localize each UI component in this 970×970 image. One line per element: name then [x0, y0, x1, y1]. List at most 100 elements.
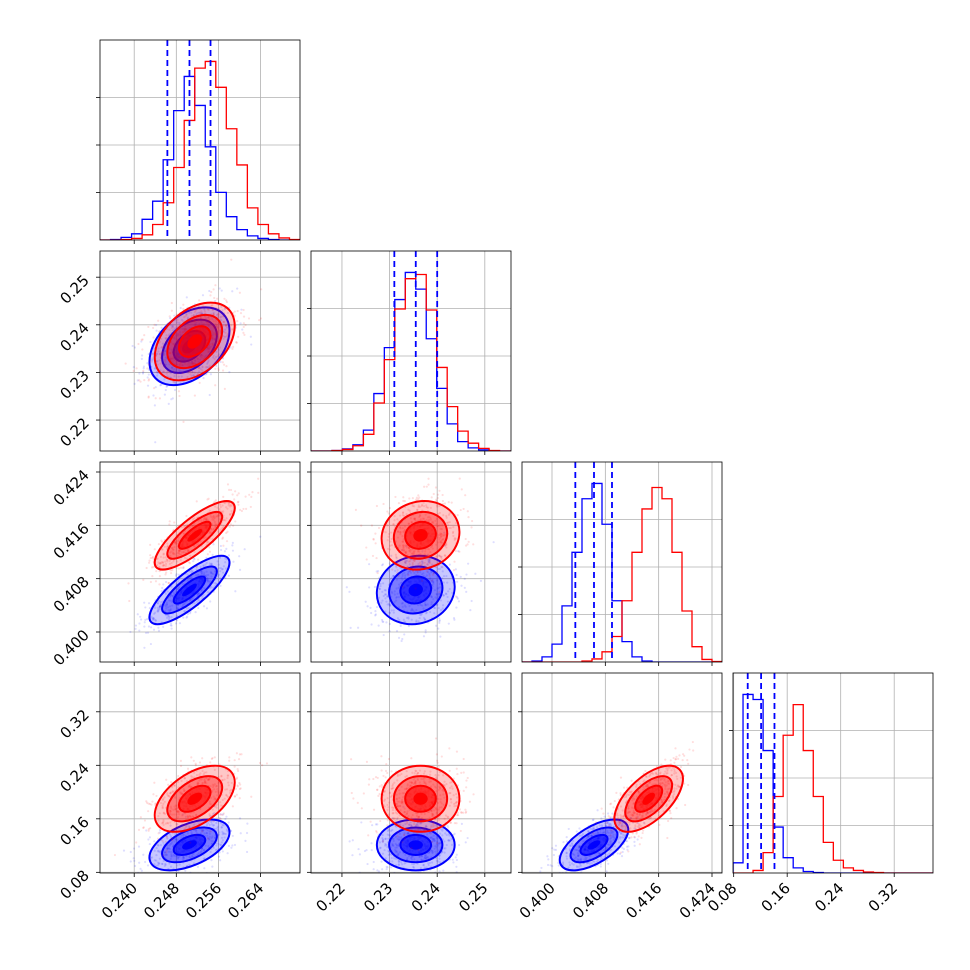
scatter-point — [196, 558, 200, 561]
scatter-point — [378, 587, 381, 590]
scatter-point — [196, 573, 199, 576]
scatter-point — [157, 844, 160, 847]
scatter-point — [176, 587, 179, 590]
scatter-point — [206, 361, 209, 364]
scatter-point — [151, 575, 154, 578]
scatter-point — [207, 541, 210, 544]
scatter-point — [190, 311, 193, 314]
scatter-point — [135, 880, 137, 882]
scatter-point — [202, 322, 206, 326]
scatter-point — [394, 495, 397, 499]
scatter-point — [175, 334, 178, 337]
scatter-point — [397, 583, 401, 586]
scatter-point — [179, 361, 183, 365]
contour-line-red — [166, 510, 224, 560]
scatter-point — [402, 538, 405, 541]
scatter-point — [237, 503, 240, 506]
scatter-point — [209, 586, 212, 589]
scatter-point — [417, 620, 420, 623]
scatter-point — [201, 294, 205, 297]
scatter-point — [190, 756, 193, 759]
scatter-point — [435, 753, 438, 756]
scatter-point — [426, 570, 430, 574]
scatter-point — [138, 622, 141, 625]
scatter-point — [203, 857, 206, 860]
scatter-point — [385, 762, 388, 766]
scatter-point — [216, 340, 219, 343]
scatter-point — [159, 562, 162, 565]
scatter-point — [219, 360, 222, 363]
scatter-point — [158, 857, 161, 860]
scatter-point — [153, 323, 156, 326]
scatter-point — [413, 517, 416, 520]
scatter-point — [173, 521, 176, 524]
scatter-point — [224, 832, 227, 836]
scatter-point — [211, 523, 214, 526]
scatter-point — [419, 505, 422, 508]
scatter-point — [189, 856, 193, 859]
scatter-point — [452, 568, 456, 572]
scatter-point — [211, 348, 214, 352]
scatter-point — [193, 318, 196, 321]
scatter-point — [360, 821, 363, 824]
scatter-point — [195, 574, 198, 577]
scatter-point — [221, 350, 224, 353]
scatter-point — [408, 569, 411, 572]
scatter-point — [372, 777, 375, 781]
scatter-point — [389, 577, 392, 581]
scatter-point — [178, 553, 181, 556]
scatter-point — [145, 566, 148, 570]
scatter-point — [217, 842, 220, 845]
scatter-point — [211, 334, 214, 337]
scatter-point — [375, 556, 378, 560]
scatter-point — [403, 571, 406, 574]
scatter-point — [161, 862, 164, 866]
scatter-point — [211, 518, 214, 521]
scatter-point — [426, 506, 430, 509]
scatter-point — [213, 357, 216, 360]
panel-content — [113, 752, 269, 882]
scatter-point — [207, 346, 210, 349]
scatter-point — [219, 813, 222, 816]
scatter-point — [185, 616, 188, 619]
scatter-point — [156, 360, 159, 363]
scatter-point — [445, 514, 448, 518]
scatter-point — [430, 570, 433, 574]
scatter-point — [435, 603, 439, 607]
scatter-point — [441, 538, 444, 541]
scatter-point — [424, 604, 427, 607]
scatter-point — [219, 567, 223, 570]
scatter-point — [207, 316, 210, 319]
scatter-point — [215, 341, 218, 344]
scatter-point — [412, 559, 415, 562]
scatter-point — [177, 539, 180, 542]
scatter-point — [421, 562, 424, 565]
scatter-point — [424, 604, 427, 607]
scatter-point — [381, 590, 384, 593]
scatter-point — [141, 338, 144, 341]
scatter-point — [205, 518, 208, 521]
scatter-point — [168, 874, 170, 876]
scatter-point — [157, 600, 161, 603]
scatter-point — [423, 553, 426, 556]
scatter-point — [258, 319, 261, 322]
scatter-point — [216, 829, 219, 832]
scatter-point — [221, 850, 224, 853]
scatter-point — [202, 518, 205, 521]
scatter-point — [208, 814, 211, 818]
scatter-point — [219, 503, 222, 506]
scatter-point — [421, 550, 424, 553]
scatter-point — [231, 805, 234, 808]
scatter-point — [395, 629, 399, 633]
scatter-point — [178, 394, 181, 398]
scatter-point — [189, 373, 192, 376]
scatter-point — [404, 561, 407, 564]
scatter-point — [226, 852, 229, 855]
scatter-point — [173, 359, 176, 362]
scatter-point — [173, 368, 176, 371]
scatter-point — [417, 604, 420, 607]
scatter-point — [224, 561, 227, 564]
scatter-point — [172, 552, 175, 555]
scatter-point — [369, 606, 372, 609]
